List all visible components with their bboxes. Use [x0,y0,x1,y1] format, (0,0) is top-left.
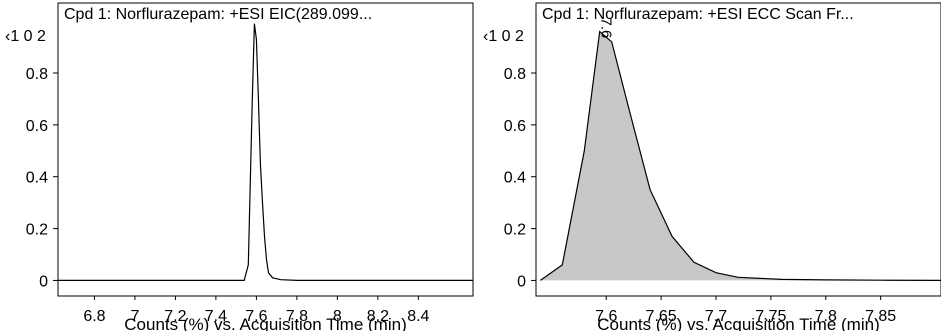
series-line [58,23,473,281]
x-tick-label: 7.75 [755,308,786,325]
x-tick-label: 7.6 [595,308,617,325]
x-tick-label: 7.8 [815,308,837,325]
x-tick-label: 7 [130,308,139,325]
y-tick-label: 0.2 [26,222,48,239]
series-area [540,31,941,281]
y-multiplier-label: ‹1 0 2 [5,28,46,45]
peak-label: 7.6 [598,18,615,39]
x-tick-label: 8.2 [367,308,389,325]
x-tick-label: 6.8 [83,308,105,325]
series-line [540,30,941,281]
x-tick-label: 7.8 [286,308,308,325]
y-tick-label: 0.8 [504,66,526,83]
plot-frame [535,2,941,297]
x-tick-label: 7.65 [646,308,677,325]
y-tick-label: 0.8 [26,66,48,83]
x-tick-label: 7.7 [705,308,727,325]
y-tick-label: 0 [517,273,526,290]
x-tick-label: 8.4 [407,308,429,325]
y-tick-label: 0.2 [504,222,526,239]
y-tick-label: 0.6 [504,118,526,135]
y-tick-label: 0.6 [26,118,48,135]
chart-panel-eic: Cpd 1: Norflurazepam: +ESI EIC(289.099..… [5,2,474,331]
chart-title: Cpd 1: Norflurazepam: +ESI ECC Scan Fr..… [542,6,854,23]
x-tick-label: 7.4 [205,308,227,325]
y-tick-label: 0 [39,273,48,290]
y-multiplier-label: ‹1 0 2 [483,28,524,45]
y-tick-label: 0.4 [504,170,526,187]
x-tick-label: 7.2 [164,308,186,325]
x-tick-label: 8 [333,308,342,325]
x-tick-label: 7.6 [245,308,267,325]
chart-title: Cpd 1: Norflurazepam: +ESI EIC(289.099..… [64,6,372,23]
x-tick-label: 7.85 [865,308,896,325]
x-axis-label: Counts (%) vs. Acquisition Time (min) [124,315,406,331]
y-tick-label: 0.4 [26,170,48,187]
chart-panel-ecc: Cpd 1: Norflurazepam: +ESI ECC Scan Fr..… [483,2,941,331]
plot-frame [57,2,474,297]
x-axis-label: Counts (%) vs. Acquisition Time (min) [597,315,879,331]
